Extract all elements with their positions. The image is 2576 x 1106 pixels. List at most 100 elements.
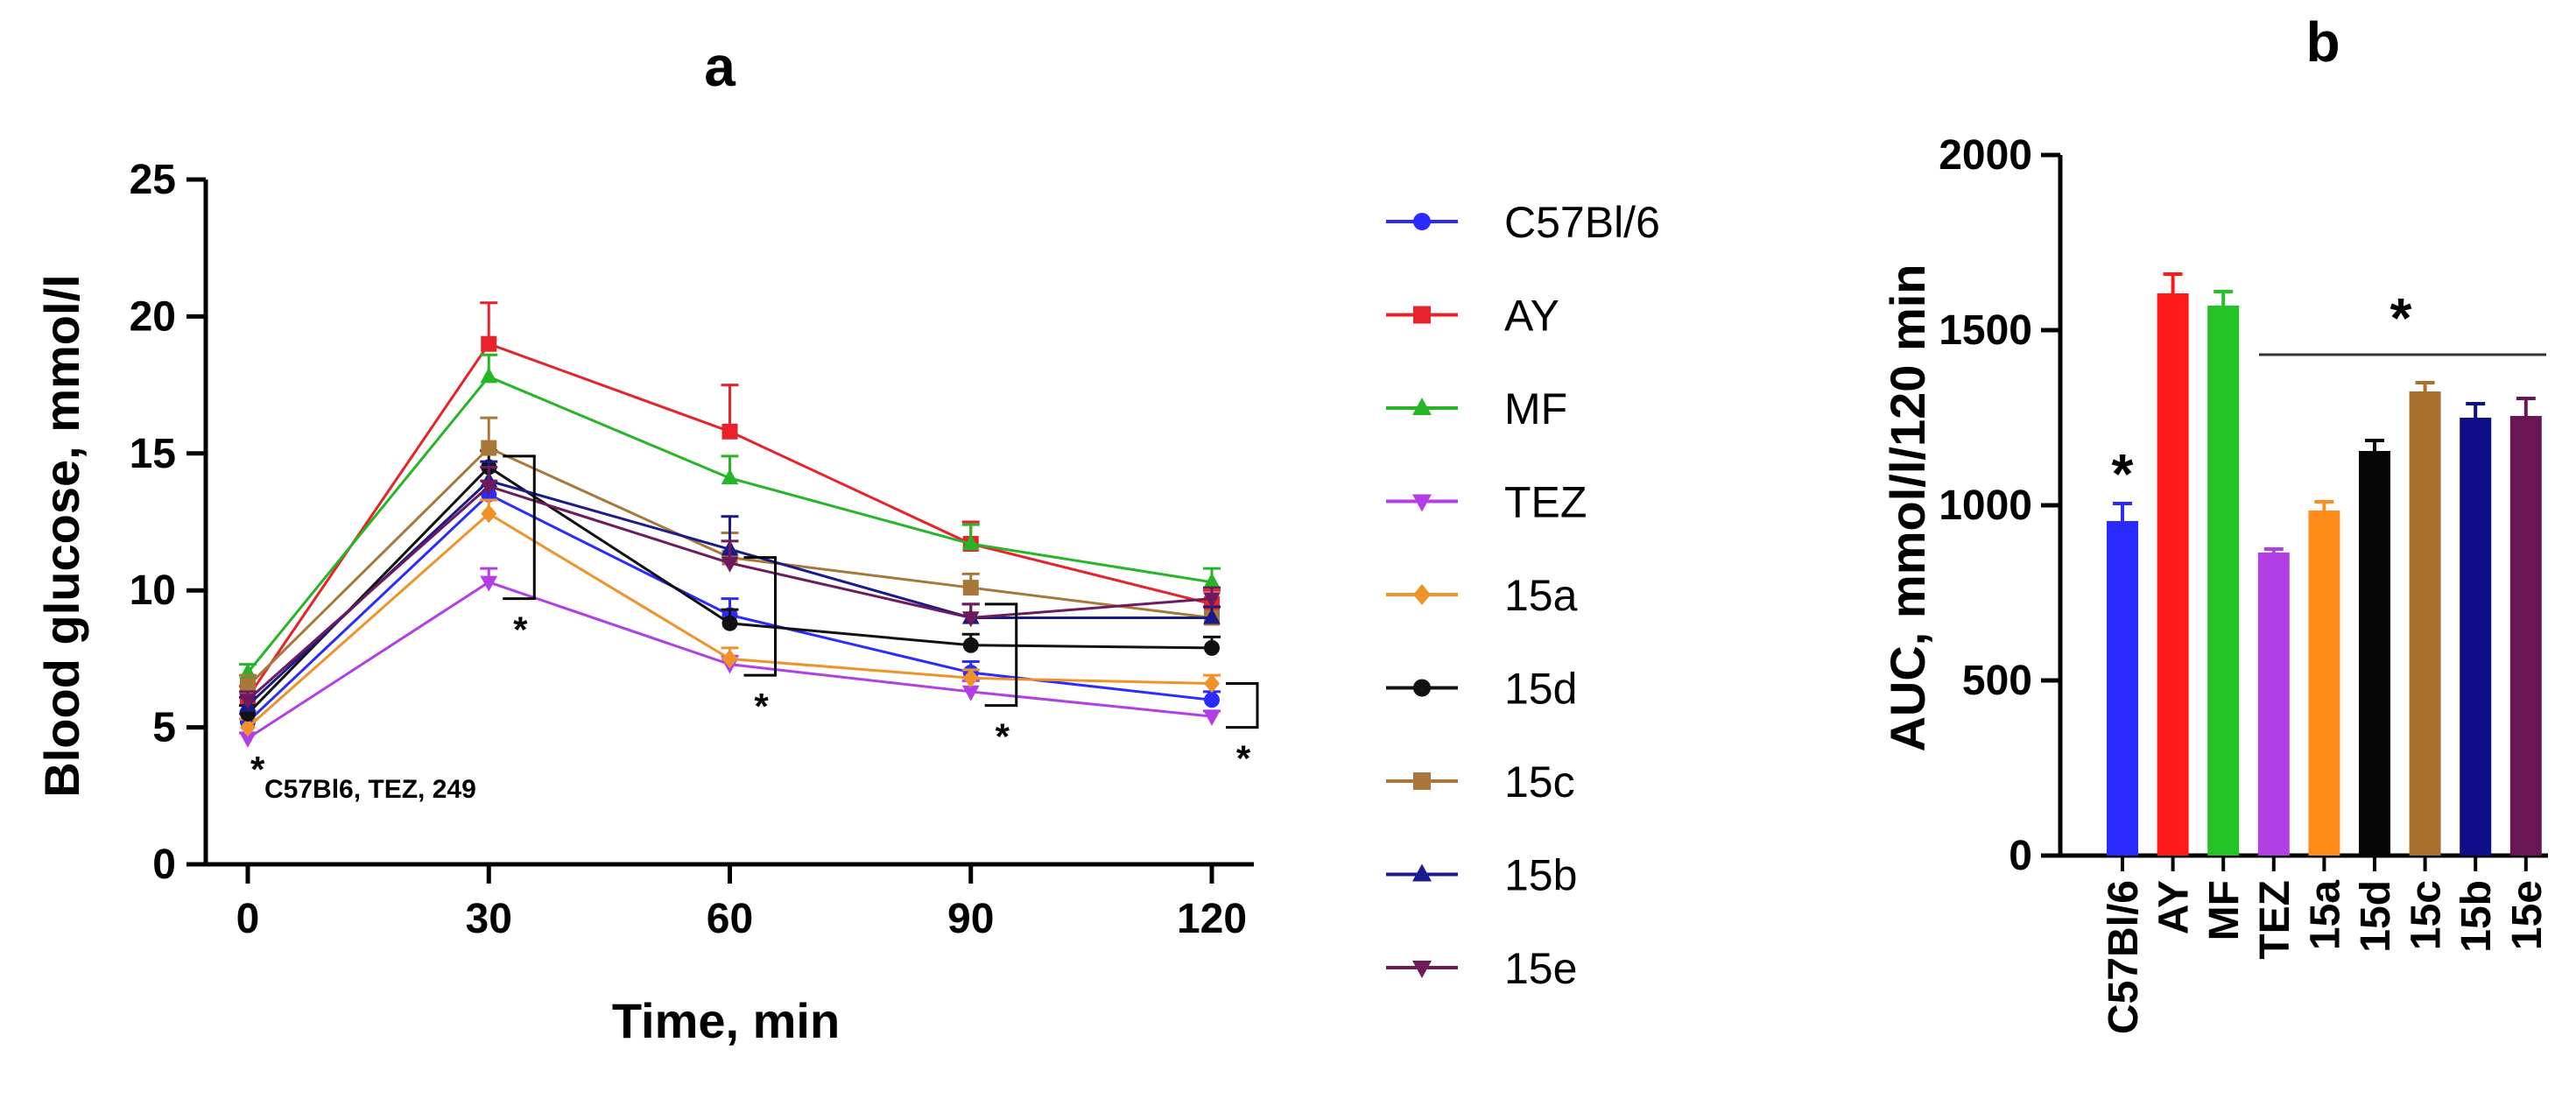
panel-b-y-axis-title: AUC, mmol/l/120 min: [1880, 264, 1935, 751]
bar-ay: [2157, 272, 2189, 856]
legend-marker: [1412, 961, 1432, 978]
data-point: [481, 335, 497, 352]
panel-a-legend: C57Bl/6 AY MF TEZ 15a 15d 15c 15b 15e: [1386, 198, 1660, 993]
legend-marker: [1413, 213, 1431, 230]
data-point: [480, 480, 498, 497]
data-point: [481, 504, 497, 524]
line-chart-panel-a: a Blood glucose, mmol/l Time, min 0 5 10 15…: [34, 35, 1660, 1048]
data-point: [721, 615, 738, 631]
panel-a-x-tick-label: 30: [466, 896, 512, 942]
bar: [2257, 553, 2290, 856]
panel-a-x-tick-label: 60: [707, 896, 753, 942]
bar: [2460, 418, 2492, 856]
data-point: [1203, 592, 1221, 609]
significance-bracket: [503, 454, 536, 601]
legend-label: MF: [1504, 384, 1567, 433]
significance-star: *: [996, 716, 1010, 757]
panel-a-y-tick-label: 15: [130, 431, 176, 477]
data-point: [721, 649, 738, 669]
bar-15e: [2509, 397, 2542, 856]
bar: [2107, 521, 2138, 856]
data-point: [961, 611, 980, 628]
panel-b-star-group: *: [2390, 286, 2412, 349]
legend-item-ay: AY: [1386, 292, 1559, 341]
data-point: [962, 637, 979, 653]
legend-item-mf: MF: [1386, 384, 1567, 433]
data-point: [480, 575, 498, 592]
legend-item-15b: 15b: [1386, 851, 1577, 900]
legend-marker: [1413, 679, 1431, 697]
legend-item-c57bl-6: C57Bl/6: [1386, 198, 1660, 247]
significance-star: *: [1236, 738, 1251, 779]
bar: [2359, 451, 2390, 856]
bar-chart-panel-b: b AUC, mmol/l/120 min 0 500 1000 1500 2000 C…: [1880, 11, 2551, 1034]
data-point: [961, 685, 980, 701]
panel-b-category-label: 15b: [2453, 880, 2500, 953]
legend-label: 15e: [1504, 944, 1577, 993]
panel-a-x-axis-title: Time, min: [612, 993, 840, 1048]
series-line: [246, 465, 1213, 715]
significance-star: *: [754, 686, 769, 727]
legend-label: 15b: [1504, 851, 1577, 900]
panel-a-x-ticks: 0 30 60 90 120: [236, 864, 1247, 942]
series-15b: [239, 460, 1221, 712]
panel-b-category-label: 15c: [2404, 880, 2450, 950]
legend-item-15a: 15a: [1386, 571, 1578, 620]
bar: [2207, 306, 2240, 856]
legend-label: TEZ: [1504, 478, 1587, 527]
panel-a-y-tick-label: 25: [130, 157, 176, 203]
significance-bracket: [743, 556, 777, 677]
legend-label: C57Bl/6: [1504, 198, 1660, 247]
panel-b-y-tick-label: 2000: [1939, 132, 2032, 179]
panel-a-x-tick-label: 0: [236, 896, 260, 942]
legend-label: 15a: [1504, 571, 1578, 620]
legend-marker: [1413, 584, 1431, 605]
bar-15b: [2460, 402, 2492, 856]
panel-a-x-tick-label: 120: [1177, 896, 1247, 942]
data-point: [239, 694, 257, 710]
legend-marker: [1413, 306, 1431, 324]
data-point: [1204, 692, 1220, 708]
panel-b-category-label: C57Bl/6: [2101, 880, 2147, 1034]
data-point: [240, 678, 256, 694]
panel-b-category-label: AY: [2151, 880, 2198, 934]
legend-marker: [1413, 772, 1431, 790]
data-point: [1203, 709, 1221, 726]
panel-b-y-tick-label: 1000: [1939, 483, 2032, 529]
significance-star: *: [513, 609, 528, 651]
panel-a-y-axis-title: Blood glucose, mmol/l: [34, 274, 89, 797]
panel-a-y-tick-label: 5: [152, 705, 176, 751]
data-point: [239, 731, 257, 748]
panel-a-significance-brackets: * * * *: [503, 454, 1259, 779]
legend-marker: [1412, 863, 1432, 882]
panel-b-y-ticks: 0 500 1000 1500 2000: [1939, 132, 2060, 879]
bar: [2509, 416, 2542, 856]
panel-a-y-ticks: 0 5 10 15 20 25: [130, 157, 206, 888]
panel-a-series: [239, 301, 1221, 748]
legend-item-15e: 15e: [1386, 944, 1577, 993]
panel-a-y-tick-label: 10: [130, 567, 176, 614]
panel-b-bars: [2107, 272, 2542, 856]
panel-a-note-star: *: [250, 749, 265, 790]
panel-b-category-labels: C57Bl/6 AY MF TEZ 15a 15d 15c 15b 15e: [2101, 856, 2551, 1034]
significance-bracket: [1226, 682, 1259, 729]
panel-a-x-tick-label: 90: [947, 896, 994, 942]
bar-tez: [2257, 547, 2290, 856]
bar-mf: [2207, 290, 2240, 856]
panel-b-category-label: MF: [2201, 880, 2248, 940]
data-point: [721, 423, 738, 440]
data-point: [480, 367, 498, 384]
bar-15d: [2359, 439, 2390, 856]
legend-marker: [1412, 398, 1432, 415]
panel-a-y-tick-label: 20: [130, 293, 176, 340]
data-point: [1204, 673, 1220, 694]
significance-bracket: [984, 602, 1018, 708]
legend-label: AY: [1504, 292, 1559, 341]
series-15e: [239, 465, 1221, 710]
bar: [2157, 293, 2189, 856]
bar: [2409, 391, 2441, 856]
data-point: [240, 717, 256, 737]
legend-item-15c: 15c: [1386, 757, 1575, 807]
panel-b-star-first: *: [2112, 442, 2134, 505]
